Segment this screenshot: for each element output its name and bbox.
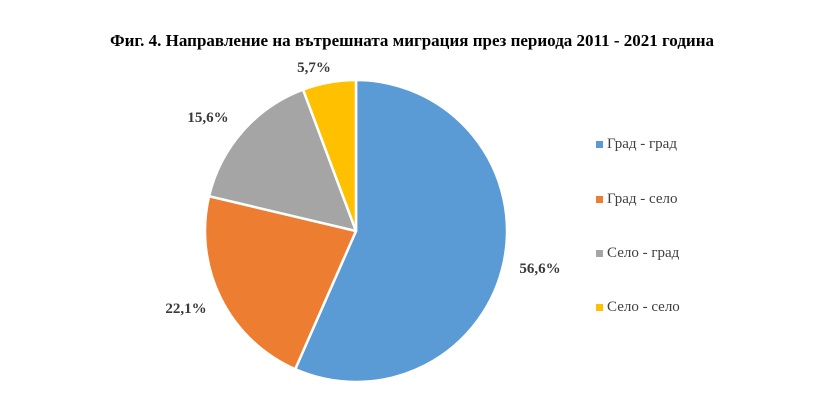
legend-item-selo-grad[interactable]: Село - град bbox=[596, 243, 679, 263]
legend-label: Град - град bbox=[607, 135, 677, 152]
legend-swatch bbox=[596, 140, 603, 148]
chart-title: Фиг. 4. Направление на вътрешната миграц… bbox=[109, 31, 715, 50]
pie-slice-selo-selo[interactable] bbox=[301, 78, 358, 233]
legend-item-grad-grad[interactable]: Град - град bbox=[596, 134, 677, 154]
pie-data-labels: 56,6% 22,1% 15,6% 5,7% bbox=[165, 60, 560, 317]
legend-item-selo-selo[interactable]: Село - село bbox=[596, 297, 680, 317]
data-label-selo-selo: 5,7% bbox=[297, 60, 331, 76]
pie-slices bbox=[203, 78, 509, 384]
legend-swatch bbox=[596, 195, 603, 203]
legend-swatch bbox=[596, 249, 603, 257]
pie-slice-grad-selo[interactable] bbox=[203, 194, 358, 371]
data-label-grad-grad: 56,6% bbox=[519, 261, 560, 277]
pie-slice-grad-grad[interactable] bbox=[293, 78, 509, 384]
legend-label: Град - село bbox=[607, 190, 678, 207]
pie-slice-selo-grad[interactable] bbox=[207, 88, 358, 233]
legend-label: Село - село bbox=[607, 298, 680, 315]
legend-item-grad-selo[interactable]: Град - село bbox=[596, 189, 678, 209]
data-label-selo-grad: 15,6% bbox=[187, 110, 228, 126]
legend-label: Село - град bbox=[607, 244, 680, 261]
legend-swatch bbox=[596, 303, 603, 311]
data-label-grad-selo: 22,1% bbox=[165, 301, 206, 317]
